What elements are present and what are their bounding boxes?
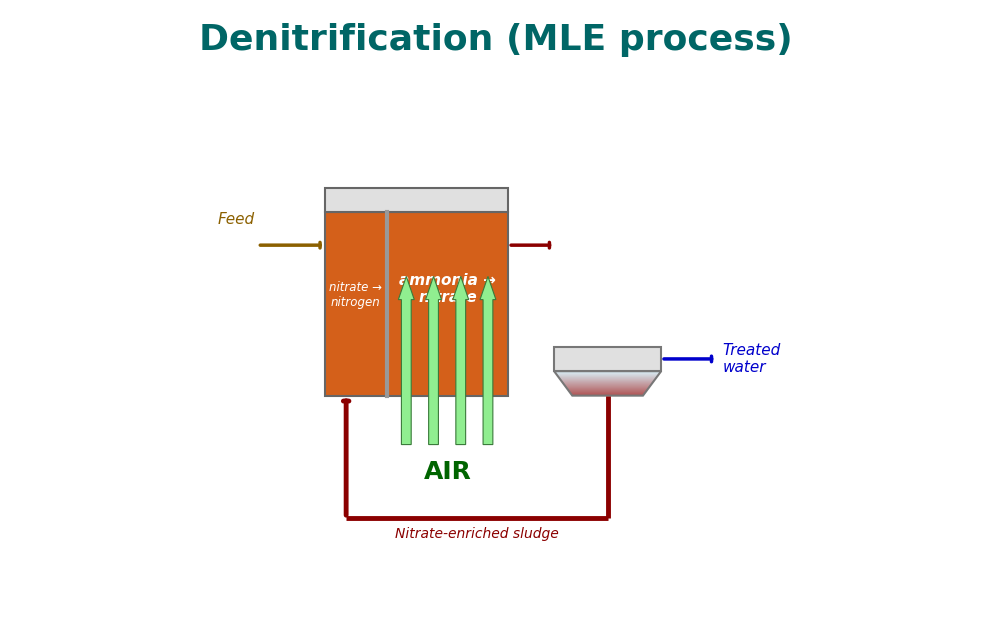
Text: ammonia →
nitrate: ammonia → nitrate: [399, 273, 496, 306]
Text: Denitrification (MLE process): Denitrification (MLE process): [199, 22, 793, 56]
FancyArrow shape: [452, 277, 468, 445]
FancyArrow shape: [480, 277, 496, 445]
Bar: [324, 188, 508, 212]
Text: Treated
water: Treated water: [722, 343, 781, 375]
FancyArrow shape: [399, 277, 415, 445]
Bar: [324, 212, 508, 396]
Text: nitrate →
nitrogen: nitrate → nitrogen: [329, 281, 383, 309]
Text: Nitrate-enriched sludge: Nitrate-enriched sludge: [395, 527, 558, 541]
Bar: [555, 347, 661, 371]
Text: AIR: AIR: [424, 460, 471, 484]
FancyArrow shape: [426, 277, 441, 445]
Text: Feed: Feed: [217, 212, 254, 227]
